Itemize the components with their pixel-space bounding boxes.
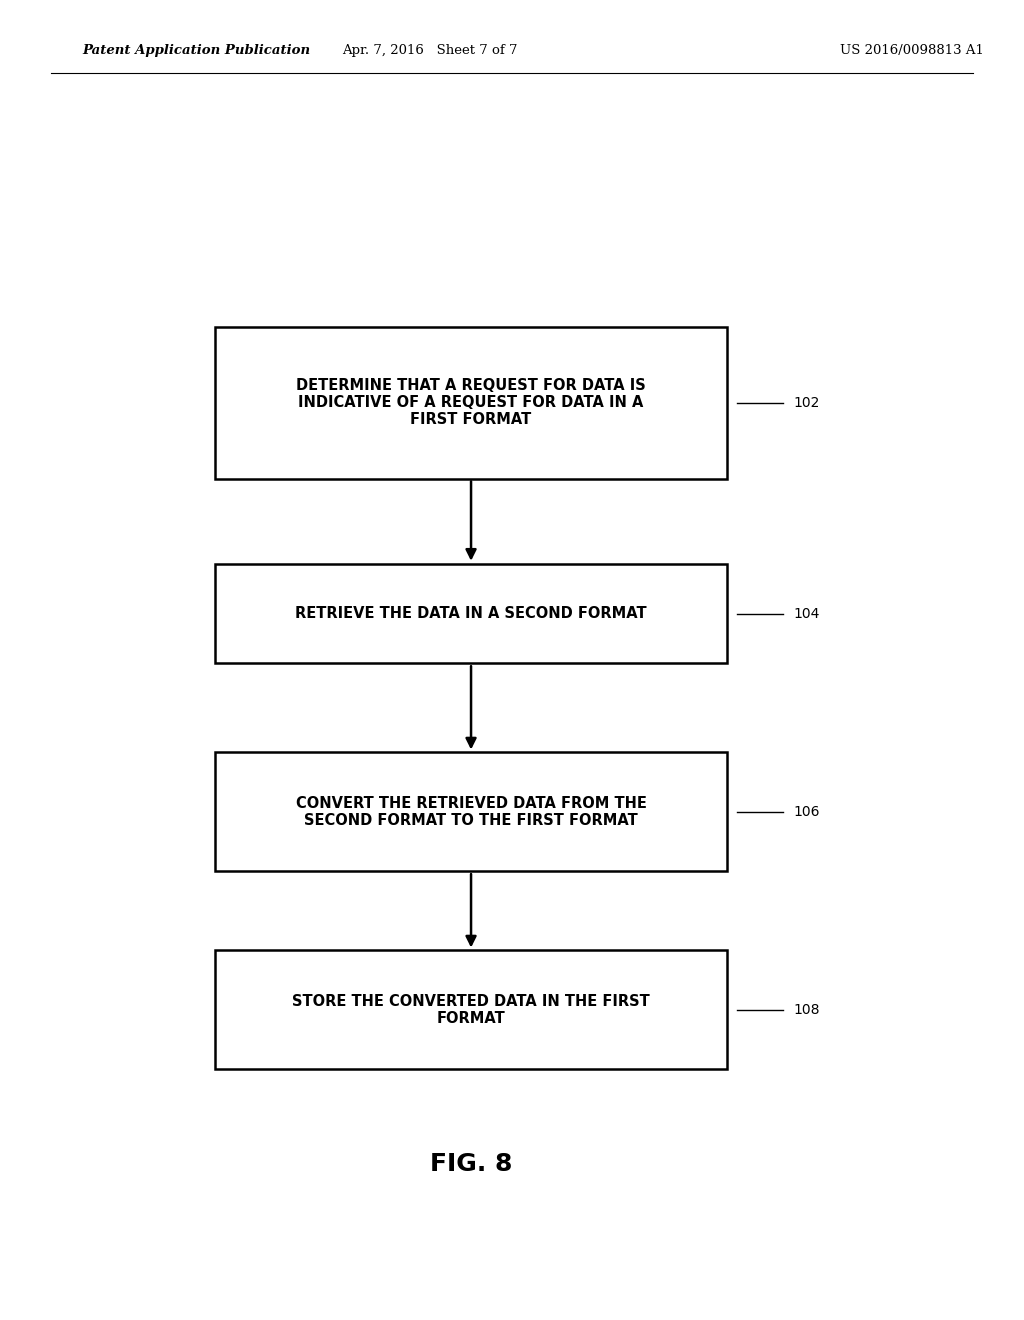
Point [777, 1002, 790, 1018]
Text: Patent Application Publication: Patent Application Publication [82, 44, 310, 57]
Text: DETERMINE THAT A REQUEST FOR DATA IS
INDICATIVE OF A REQUEST FOR DATA IN A
FIRST: DETERMINE THAT A REQUEST FOR DATA IS IND… [296, 378, 646, 428]
Text: 108: 108 [794, 1003, 820, 1016]
FancyBboxPatch shape [215, 565, 727, 663]
Point [731, 804, 743, 820]
Text: Apr. 7, 2016   Sheet 7 of 7: Apr. 7, 2016 Sheet 7 of 7 [342, 44, 518, 57]
Text: CONVERT THE RETRIEVED DATA FROM THE
SECOND FORMAT TO THE FIRST FORMAT: CONVERT THE RETRIEVED DATA FROM THE SECO… [296, 796, 646, 828]
Point [731, 395, 743, 411]
FancyBboxPatch shape [215, 752, 727, 871]
Text: FIG. 8: FIG. 8 [430, 1152, 512, 1176]
Text: RETRIEVE THE DATA IN A SECOND FORMAT: RETRIEVE THE DATA IN A SECOND FORMAT [295, 606, 647, 622]
Text: 104: 104 [794, 607, 820, 620]
Text: 102: 102 [794, 396, 820, 409]
Point [777, 606, 790, 622]
Text: US 2016/0098813 A1: US 2016/0098813 A1 [840, 44, 984, 57]
Text: 106: 106 [794, 805, 820, 818]
FancyBboxPatch shape [215, 327, 727, 479]
FancyBboxPatch shape [215, 950, 727, 1069]
Text: STORE THE CONVERTED DATA IN THE FIRST
FORMAT: STORE THE CONVERTED DATA IN THE FIRST FO… [292, 994, 650, 1026]
Point [777, 395, 790, 411]
Point [731, 1002, 743, 1018]
Point [731, 606, 743, 622]
Point [777, 804, 790, 820]
